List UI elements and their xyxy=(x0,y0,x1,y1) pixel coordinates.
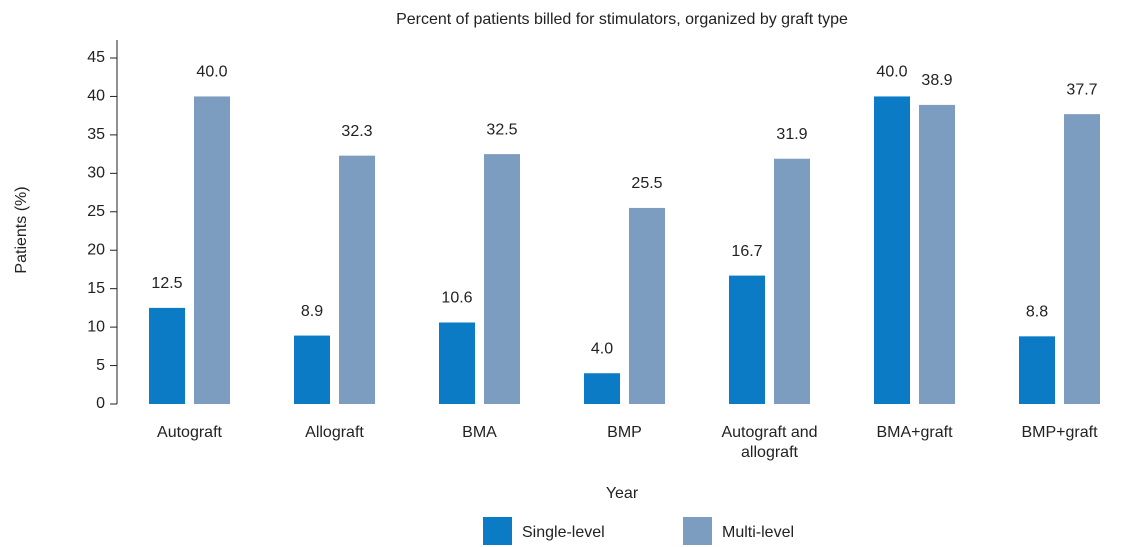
y-tick-label: 25 xyxy=(87,203,105,220)
data-label: 8.8 xyxy=(1026,304,1048,321)
bar xyxy=(919,104,955,404)
x-tick-label: Allograft xyxy=(305,424,364,441)
data-label: 25.5 xyxy=(631,175,662,192)
data-label: 38.9 xyxy=(921,72,952,89)
data-label: 40.0 xyxy=(876,64,907,81)
bar xyxy=(1064,114,1100,404)
y-tick-label: 15 xyxy=(87,280,105,297)
bar xyxy=(339,155,375,404)
y-tick-label: 30 xyxy=(87,165,105,182)
y-tick-label: 40 xyxy=(87,88,105,105)
data-label: 4.0 xyxy=(591,340,613,357)
data-label: 40.0 xyxy=(196,64,227,81)
bar xyxy=(629,207,665,404)
x-axis-label: Year xyxy=(606,485,639,502)
data-label: 31.9 xyxy=(776,126,807,143)
data-label: 8.9 xyxy=(301,303,323,320)
x-tick-label: BMP+graft xyxy=(1021,424,1098,441)
bar xyxy=(874,96,910,404)
y-tick-label: 0 xyxy=(96,395,105,412)
y-tick-label: 10 xyxy=(87,318,105,335)
data-label: 32.5 xyxy=(486,121,517,138)
bar xyxy=(149,307,185,404)
data-label: 32.3 xyxy=(341,123,372,140)
bar xyxy=(1019,336,1055,404)
chart-title: Percent of patients billed for stimulato… xyxy=(396,11,848,28)
bar xyxy=(294,335,330,404)
x-tick-label: Autograft and allograft xyxy=(721,424,818,461)
legend-label: Single-level xyxy=(522,524,605,541)
data-label: 10.6 xyxy=(441,290,472,307)
y-tick-label: 5 xyxy=(96,357,105,374)
bar xyxy=(729,275,765,404)
x-tick-label: BMA+graft xyxy=(876,424,953,441)
bar xyxy=(774,158,810,404)
legend-label: Multi-level xyxy=(722,524,794,541)
bar xyxy=(194,96,230,404)
x-tick-label: BMP xyxy=(607,424,642,441)
x-tick-label: Autograft xyxy=(157,424,222,441)
y-axis-label: Patients (%) xyxy=(13,186,30,273)
bar xyxy=(484,154,520,404)
legend-swatch xyxy=(483,517,512,545)
y-tick-label: 20 xyxy=(87,241,105,258)
data-label: 37.7 xyxy=(1066,81,1097,98)
data-label: 12.5 xyxy=(151,275,182,292)
data-label: 16.7 xyxy=(731,243,762,260)
bar xyxy=(439,322,475,404)
bar xyxy=(584,373,620,404)
y-tick-label: 45 xyxy=(87,49,105,66)
y-tick-label: 35 xyxy=(87,126,105,143)
legend-swatch xyxy=(683,517,712,545)
x-tick-label: BMA xyxy=(462,424,497,441)
